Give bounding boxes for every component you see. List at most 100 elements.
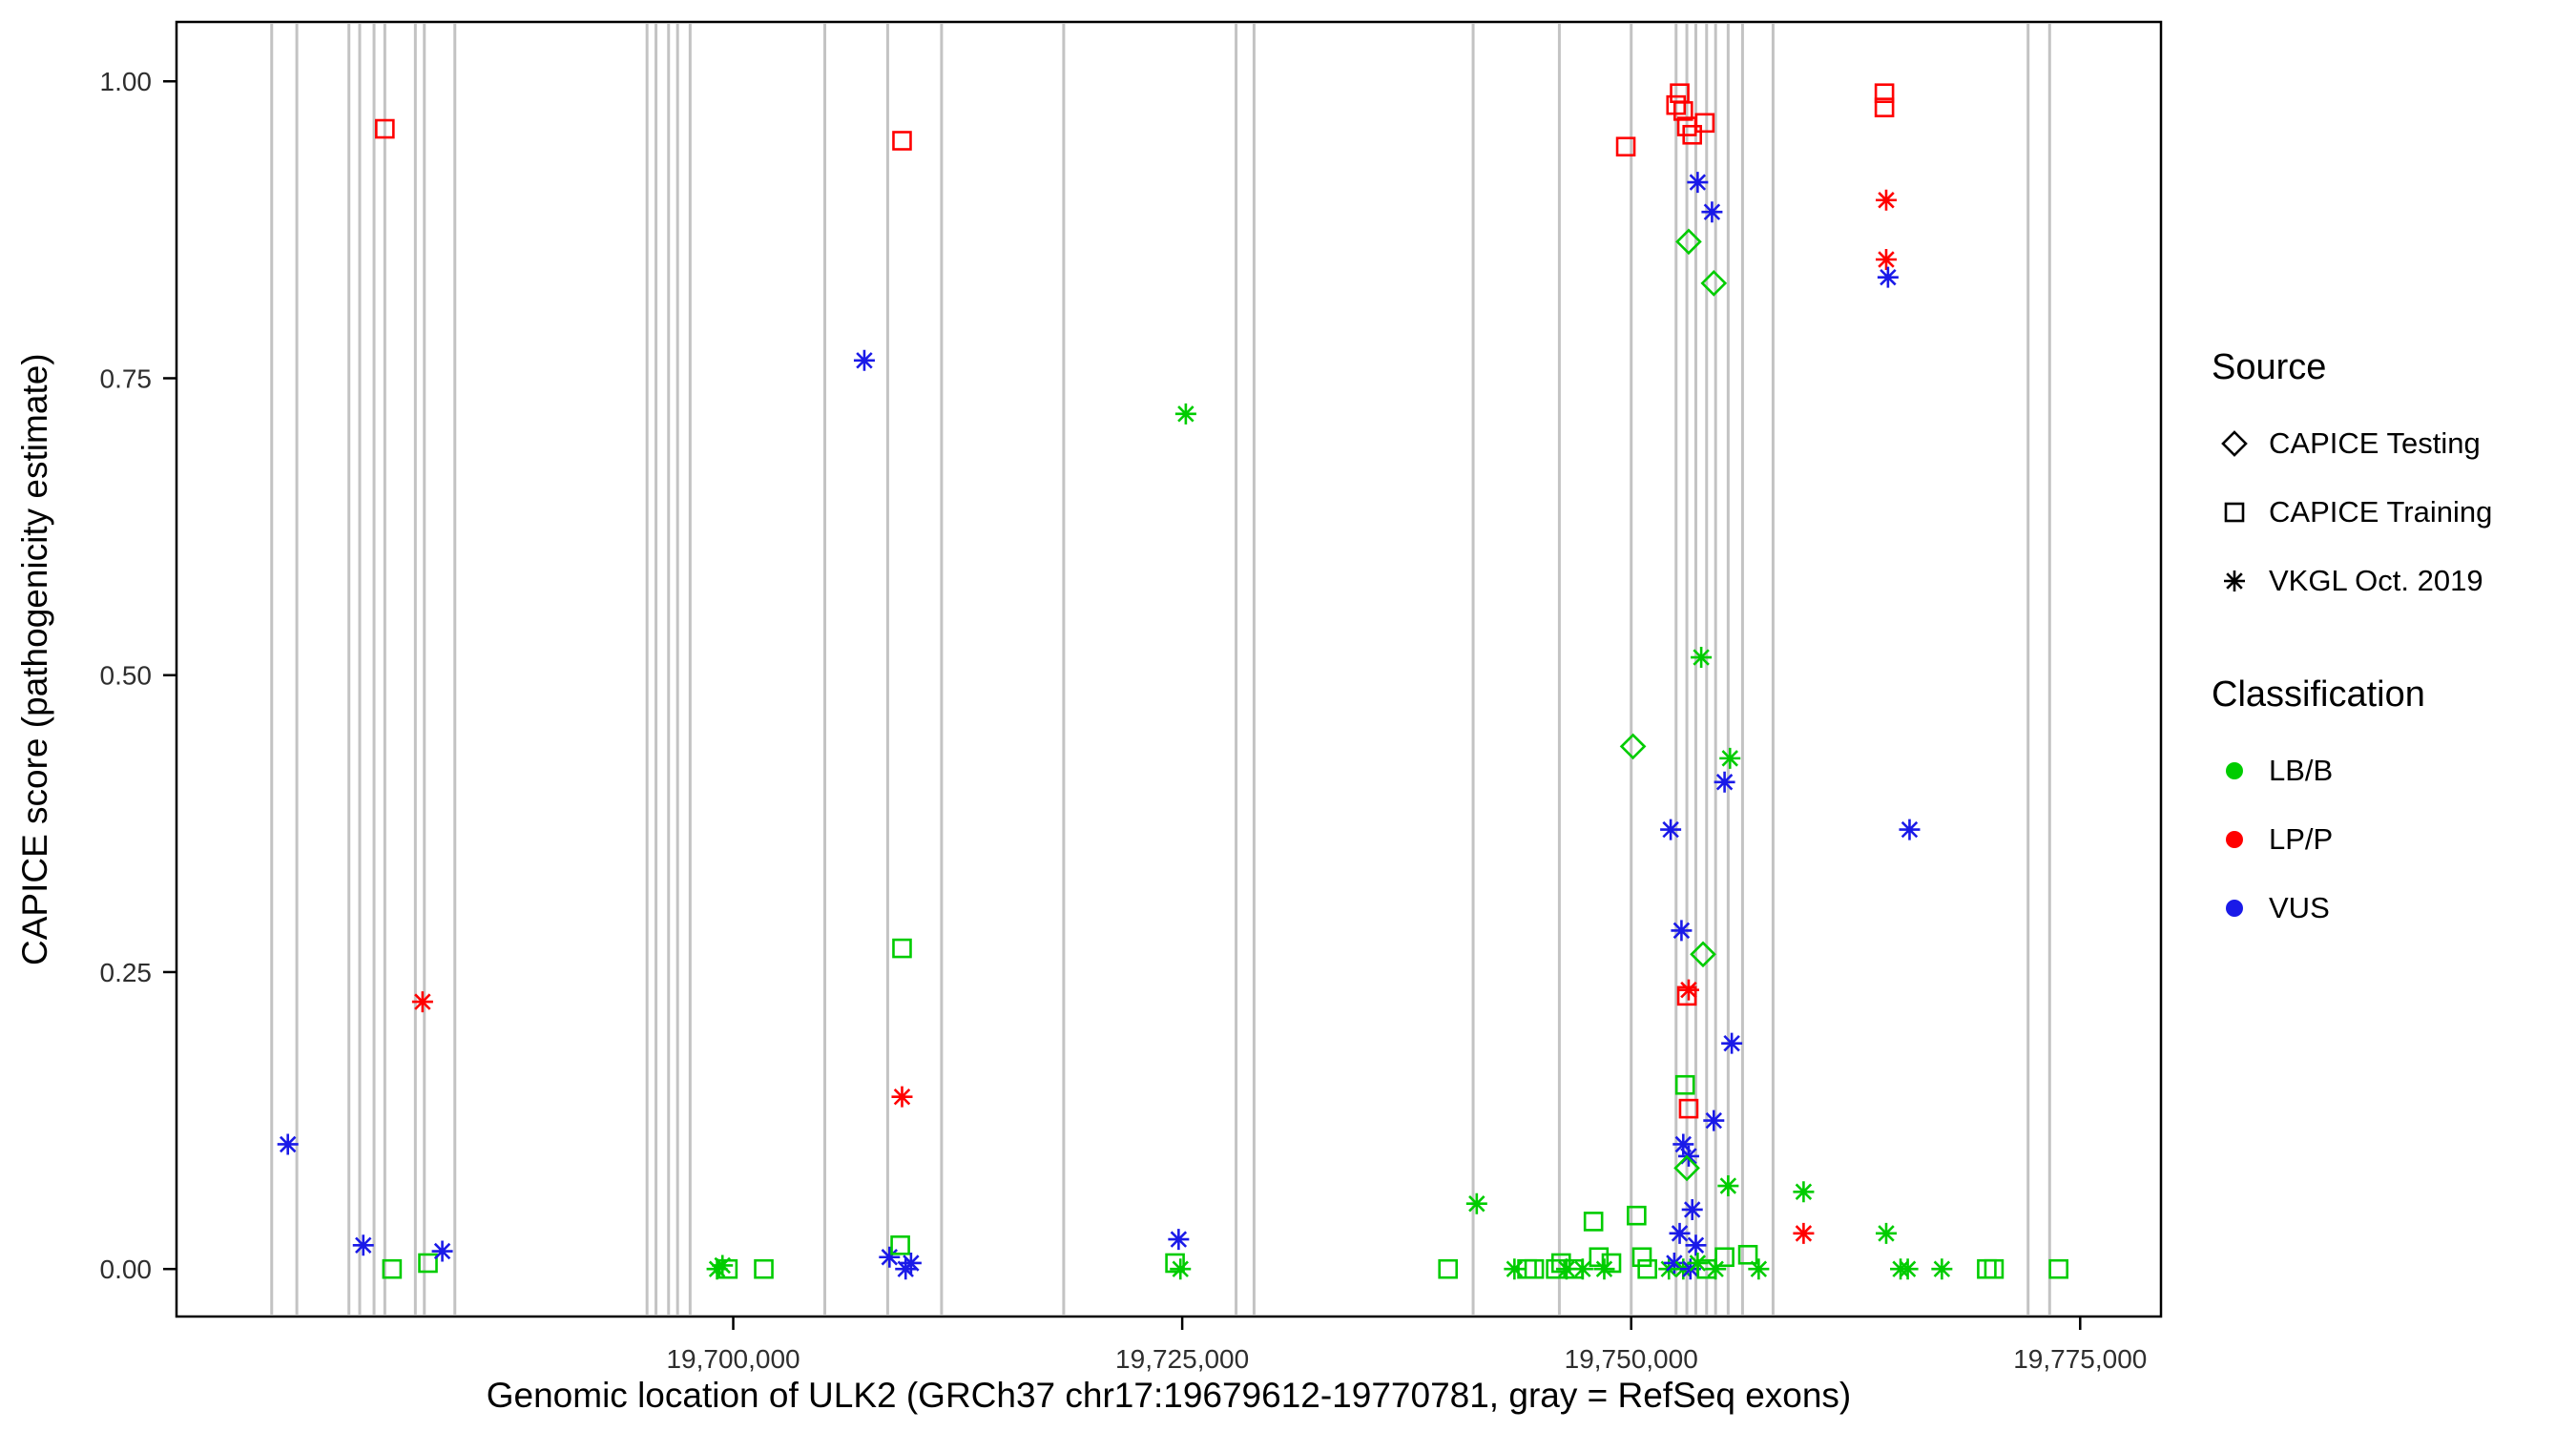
x-tick-label: 19,700,000	[666, 1344, 800, 1374]
diamond-icon	[2215, 425, 2254, 463]
data-point-vkgl	[1669, 1222, 1691, 1244]
legend-classification-title: Classification	[2212, 674, 2425, 715]
data-point-training	[1583, 1212, 1604, 1232]
legend: Source CAPICE Testing CAPICE Training	[2212, 347, 2492, 943]
data-point-training	[1977, 1258, 1997, 1279]
data-point-vkgl	[1677, 1145, 1699, 1167]
data-point-vkgl	[706, 1258, 728, 1280]
data-point-training	[382, 1258, 403, 1279]
data-point-training	[1637, 1258, 1657, 1279]
square-icon	[2215, 493, 2254, 531]
data-point-training	[1874, 83, 1895, 103]
green-dot-icon	[2215, 752, 2254, 790]
data-point-training	[375, 118, 395, 139]
data-point-vkgl	[853, 349, 875, 371]
data-point-vkgl	[352, 1234, 374, 1256]
data-point-training	[2048, 1258, 2069, 1279]
y-tick-label: 0.00	[100, 1255, 153, 1284]
data-point-vkgl	[1677, 979, 1699, 1001]
data-point-vkgl	[1899, 819, 1921, 840]
x-tick-label: 19,750,000	[1565, 1344, 1698, 1374]
data-point-training	[1874, 97, 1895, 117]
data-point-vkgl	[1876, 1222, 1897, 1244]
data-point-vkgl	[1703, 1110, 1725, 1131]
data-point-training	[1678, 1098, 1699, 1119]
data-point-vkgl	[1555, 1258, 1577, 1280]
legend-item-vkgl: VKGL Oct. 2019	[2212, 547, 2492, 615]
data-point-vkgl	[1660, 819, 1682, 840]
data-point-training	[1714, 1247, 1735, 1268]
y-axis-title: CAPICE score (pathogenicity estimate)	[15, 353, 54, 965]
legend-item-capice-training: CAPICE Training	[2212, 478, 2492, 547]
legend-classification-section: Classification LB/B LP/P	[2212, 674, 2492, 943]
data-point-vkgl	[277, 1133, 299, 1155]
legend-item-label: VKGL Oct. 2019	[2269, 564, 2483, 597]
data-point-vkgl	[1793, 1181, 1815, 1203]
data-point-vkgl	[1876, 189, 1897, 211]
legend-item-lpp: LP/P	[2212, 805, 2492, 874]
red-dot-icon	[2215, 820, 2254, 859]
blue-dot-icon	[2215, 889, 2254, 927]
data-point-training	[1737, 1244, 1758, 1265]
data-point-vkgl	[1687, 172, 1709, 194]
data-point-vkgl	[1897, 1258, 1919, 1280]
data-point-vkgl	[1170, 1258, 1192, 1280]
data-point-training	[1672, 101, 1693, 121]
data-point-vkgl	[900, 1252, 922, 1274]
data-point-training	[1615, 136, 1636, 157]
data-point-training	[1550, 1253, 1571, 1274]
legend-item-label: LB/B	[2269, 754, 2334, 787]
data-point-training	[1631, 1247, 1652, 1268]
legend-item-vus: VUS	[2212, 874, 2492, 943]
x-axis-title: Genomic location of ULK2 (GRCh37 chr17:1…	[486, 1376, 1852, 1415]
legend-item-label: CAPICE Testing	[2269, 426, 2481, 460]
data-point-training	[418, 1253, 438, 1274]
legend-source-title: Source	[2212, 347, 2327, 387]
y-tick-label: 0.50	[100, 661, 153, 691]
data-point-testing	[1619, 733, 1647, 760]
data-point-vkgl	[1721, 1032, 1743, 1054]
data-point-training	[1589, 1247, 1610, 1268]
data-point-vkgl	[1681, 1198, 1703, 1220]
data-point-vkgl	[879, 1246, 901, 1268]
data-point-vkgl	[1465, 1192, 1487, 1214]
data-point-vkgl	[1714, 771, 1735, 793]
legend-item-capice-testing: CAPICE Testing	[2212, 409, 2492, 478]
data-point-testing	[1690, 941, 1716, 968]
asterisk-icon	[2215, 562, 2254, 600]
legend-source-section: Source CAPICE Testing CAPICE Training	[2212, 347, 2492, 615]
y-tick-label: 0.75	[100, 363, 153, 393]
data-point-training	[1674, 1074, 1695, 1095]
data-point-training	[1601, 1253, 1622, 1274]
data-point-training	[1694, 113, 1715, 134]
y-tick-label: 0.25	[100, 958, 153, 987]
data-point-vkgl	[1701, 201, 1723, 223]
legend-item-label: LP/P	[2269, 822, 2334, 856]
data-point-training	[892, 938, 912, 959]
x-tick-label: 19,775,000	[2013, 1344, 2147, 1374]
data-point-vkgl	[411, 991, 433, 1013]
legend-item-lbb: LB/B	[2212, 736, 2492, 805]
data-point-vkgl	[1691, 647, 1713, 669]
data-point-testing	[1675, 228, 1702, 256]
legend-item-label: CAPICE Training	[2269, 495, 2493, 529]
panel-border	[175, 20, 2163, 1318]
data-point-vkgl	[1174, 403, 1196, 425]
data-point-training	[1666, 94, 1687, 115]
data-point-training	[890, 1235, 910, 1255]
data-point-testing	[1700, 270, 1728, 297]
data-point-vkgl	[1719, 747, 1741, 769]
legend-item-label: VUS	[2269, 891, 2330, 924]
x-tick-label: 19,725,000	[1115, 1344, 1249, 1374]
data-point-training	[1524, 1258, 1545, 1279]
data-point-training	[1676, 985, 1697, 1006]
data-point-training	[1984, 1258, 2005, 1279]
data-point-training	[1165, 1253, 1185, 1274]
data-point-vkgl	[1793, 1222, 1815, 1244]
data-point-vkgl	[891, 1086, 913, 1108]
data-point-vkgl	[1705, 1258, 1727, 1280]
data-point-vkgl	[1672, 1133, 1694, 1155]
data-point-training	[1627, 1205, 1647, 1226]
data-point-vkgl	[1876, 248, 1897, 270]
